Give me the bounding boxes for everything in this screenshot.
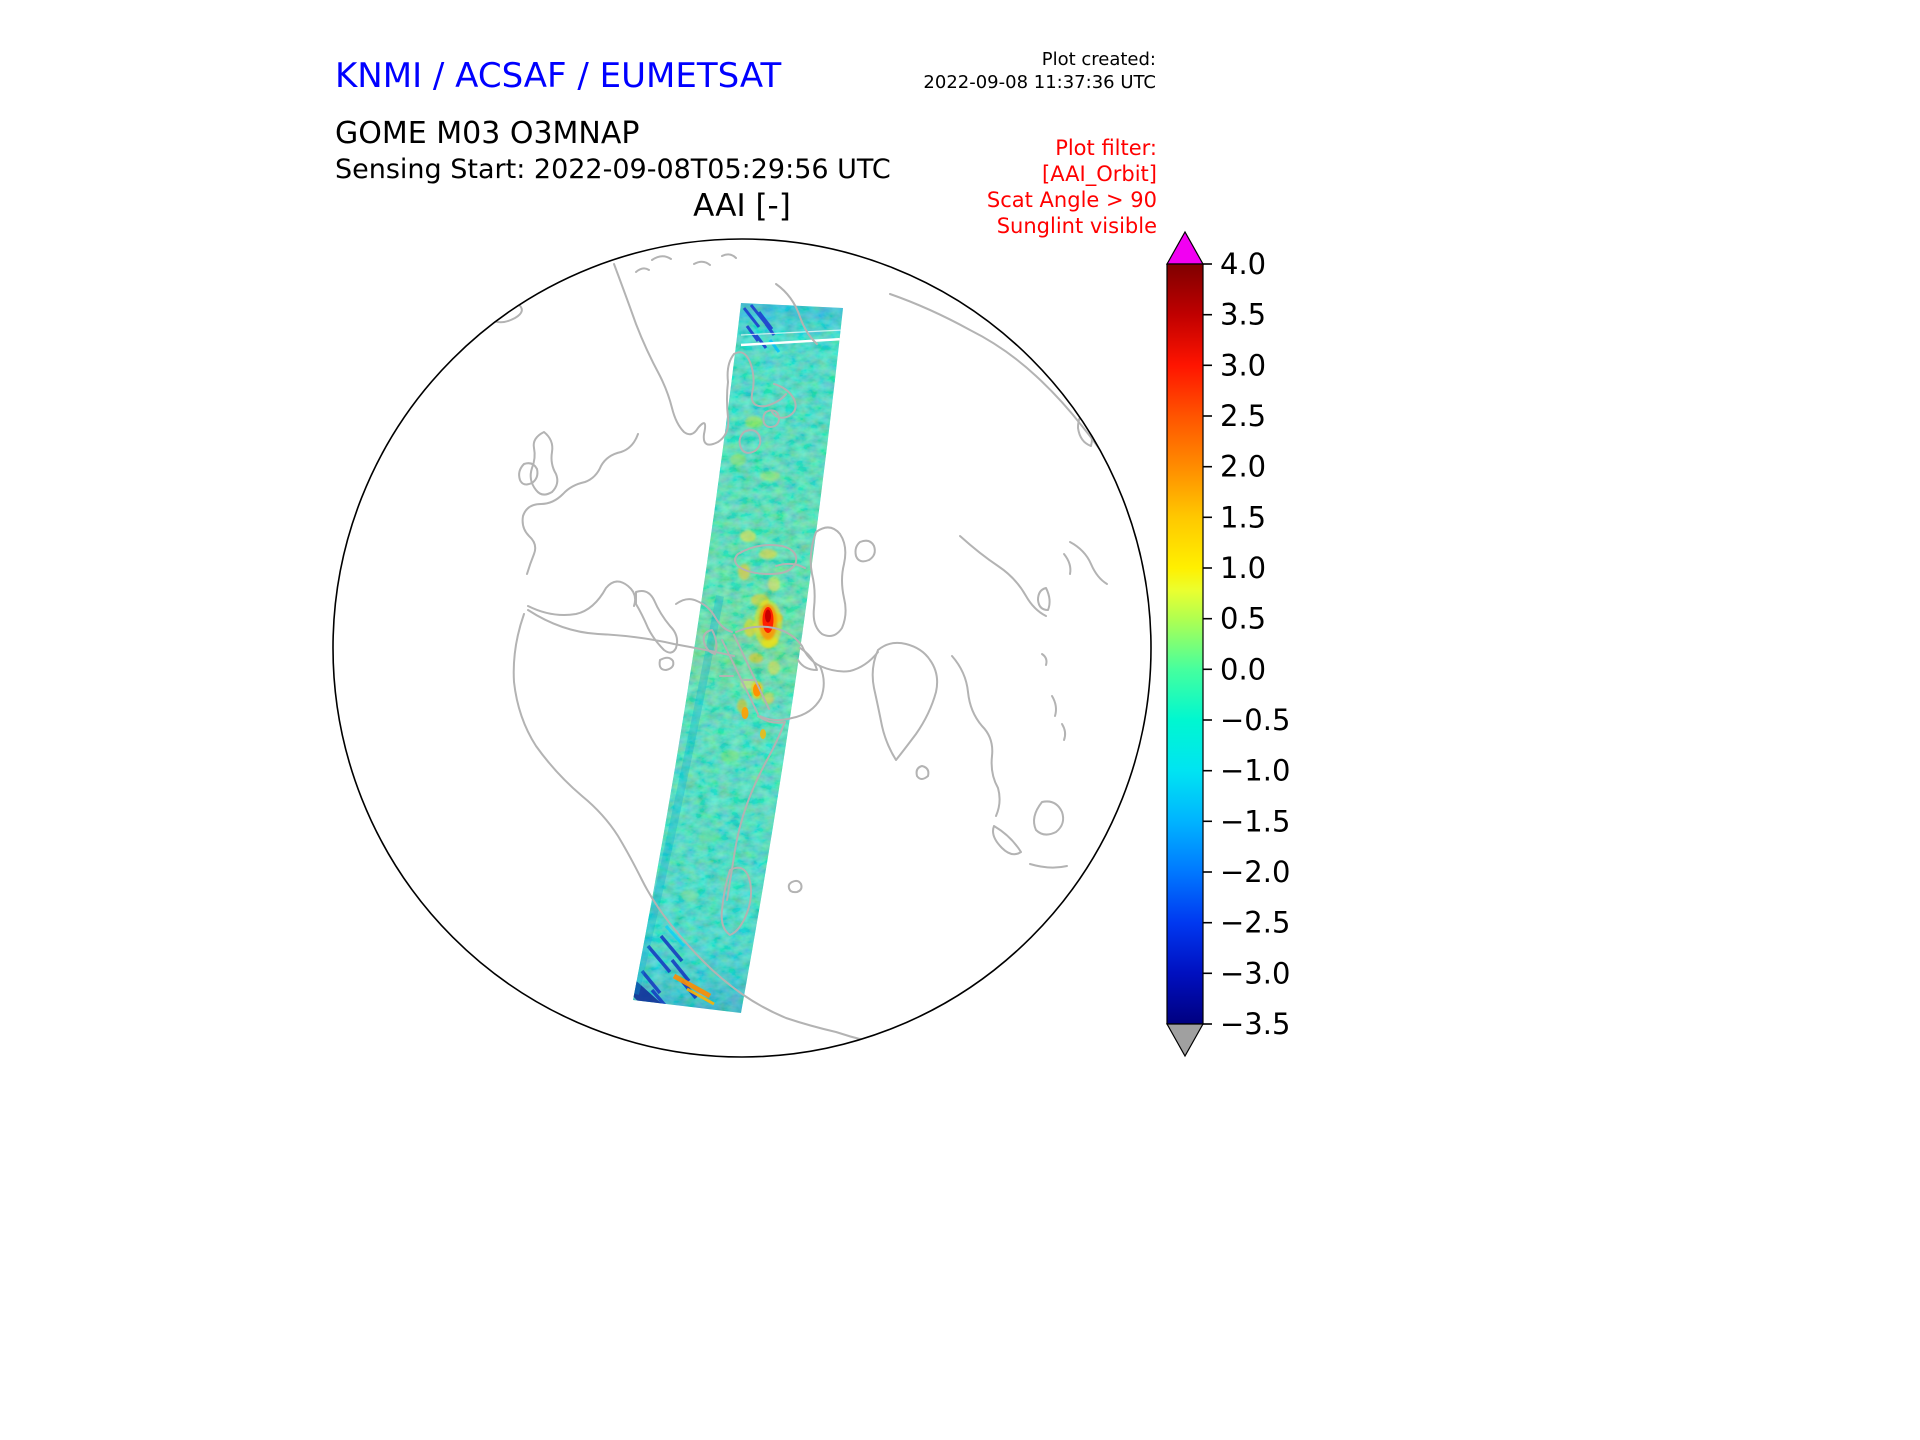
- swath-gap-line: [740, 329, 843, 336]
- colorbar-ticks: [1203, 263, 1212, 1025]
- colorbar-tick-label: 1.0: [1220, 551, 1266, 585]
- colorbar-gradient: [1166, 263, 1204, 1025]
- colorbar-tick-label: 0.5: [1220, 602, 1266, 636]
- swath-top-blue-streaks: [742, 304, 776, 349]
- plot-filter-title: Plot filter:: [1055, 136, 1157, 160]
- plot-filter-line: [AAI_Orbit]: [1042, 162, 1157, 186]
- plot-created-block: Plot created: 2022-09-08 11:37:36 UTC: [880, 48, 1156, 94]
- globe-svg: [332, 238, 1152, 1058]
- colorbar-tick-label: 0.0: [1220, 652, 1266, 686]
- colorbar-tick-label: −1.5: [1220, 804, 1290, 838]
- globe-map: [330, 236, 1154, 1060]
- colorbar-tick-label: −2.0: [1220, 855, 1290, 889]
- coastlines: [487, 253, 1117, 1049]
- colorbar-tick-label: 2.0: [1220, 450, 1266, 484]
- swath-hotspot-red: [754, 600, 782, 648]
- plot-filter-line: Scat Angle > 90: [986, 188, 1157, 212]
- sensing-start: Sensing Start: 2022-09-08T05:29:56 UTC: [335, 154, 891, 185]
- colorbar-tick-label: −1.0: [1220, 754, 1290, 788]
- plot-filter-line: Sunglint visible: [996, 214, 1157, 238]
- product-title: GOME M03 O3MNAP: [335, 116, 640, 151]
- colorbar-under-arrow: [1165, 1023, 1205, 1058]
- swath-bottom-orange-streak: [672, 973, 712, 999]
- plot-created-timestamp: 2022-09-08 11:37:36 UTC: [923, 72, 1156, 93]
- colorbar-over-arrow: [1165, 230, 1205, 265]
- plot-title: AAI [-]: [693, 188, 791, 224]
- colorbar-tick-label: 4.0: [1220, 247, 1266, 281]
- plot-filter-block: Plot filter: [AAI_Orbit] Scat Angle > 90…: [860, 135, 1157, 239]
- swath-cyan-streak: [768, 339, 781, 353]
- colorbar-tick-label: 1.5: [1220, 500, 1266, 534]
- swath-bottom-orange-streak: [686, 987, 715, 1006]
- colorbar-tick-label: 3.0: [1220, 348, 1266, 382]
- swath-cyan-streak: [664, 924, 686, 948]
- colorbar: 4.0 3.5 3.0 2.5 2.0 1.5 1.0 0.5 0.0 −0.5…: [1164, 228, 1424, 1068]
- colorbar-tick-label: 3.5: [1220, 298, 1266, 332]
- colorbar-tick-label: −3.0: [1220, 956, 1290, 990]
- swath-gap-line: [740, 337, 843, 347]
- plot-created-label: Plot created:: [1041, 49, 1156, 70]
- colorbar-tick-label: −2.5: [1220, 906, 1290, 940]
- colorbar-svg: 4.0 3.5 3.0 2.5 2.0 1.5 1.0 0.5 0.0 −0.5…: [1165, 230, 1290, 1058]
- globe-outline: [332, 238, 1152, 1058]
- colorbar-tick-label: 2.5: [1220, 399, 1266, 433]
- agency-title: KNMI / ACSAF / EUMETSAT: [335, 56, 782, 96]
- colorbar-tick-label: −0.5: [1220, 703, 1290, 737]
- colorbar-tick-label: −3.5: [1220, 1007, 1290, 1041]
